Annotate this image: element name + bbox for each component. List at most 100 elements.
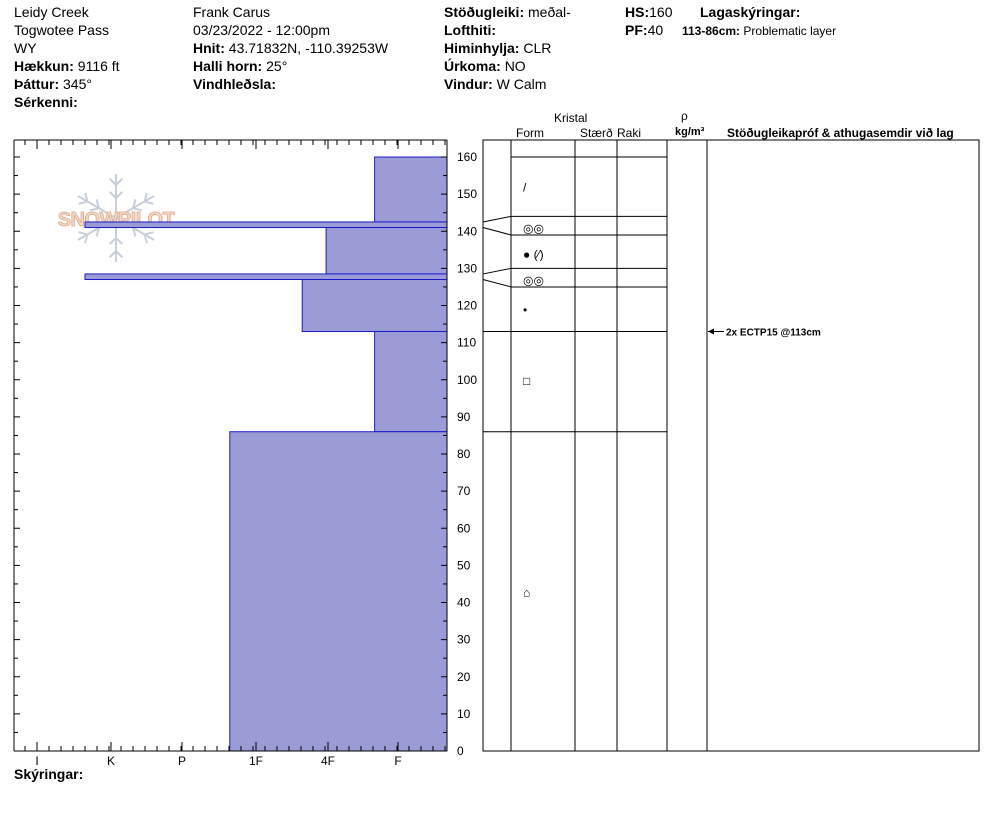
pf-value: 40 <box>647 22 664 38</box>
y-tick-label: 110 <box>457 336 476 350</box>
snowflake-branch <box>95 199 100 209</box>
y-tick-label: 0 <box>457 744 464 758</box>
snowflake-branch <box>115 191 124 199</box>
snowflake-branch <box>78 231 88 236</box>
snowflake-branch <box>108 250 117 259</box>
x-tick-label: P <box>178 754 186 768</box>
y-tick-label: 60 <box>457 521 471 535</box>
y-tick-label: 70 <box>457 484 471 498</box>
crystal-form-symbol: □ <box>523 374 530 388</box>
aspect-value: 345° <box>63 76 92 92</box>
layer-connector <box>482 227 512 236</box>
observer-name: Frank Carus <box>193 4 271 20</box>
stability-test-label: 2x ECTP15 @113cm <box>726 327 821 338</box>
x-tick-label: 1F <box>249 754 263 768</box>
state-name: WY <box>14 40 37 56</box>
snowflake-branch <box>143 234 148 244</box>
coords-label: Hnit: <box>193 40 225 56</box>
sky-row: Himinhylja: CLR <box>444 40 551 56</box>
slope-row: Halli horn: 25° <box>193 58 287 74</box>
snowpilot-logo: SNOWPILOT <box>57 174 175 262</box>
slope-label: Halli horn: <box>193 58 263 74</box>
site-name: Leidy Creek <box>14 4 89 20</box>
crystal-table-frame <box>482 139 980 752</box>
stability-row: Stöðugleiki: meðal- <box>444 4 571 20</box>
sky-value: CLR <box>523 40 552 56</box>
snowflake-branch <box>108 177 117 186</box>
hardness-bar <box>84 221 448 229</box>
crystal-header: Kristal <box>554 111 588 125</box>
moisture-header: Raki <box>617 126 642 140</box>
form-header: Form <box>516 126 544 140</box>
precip-label: Úrkoma: <box>444 58 501 74</box>
aspect-row: Þáttur: 345° <box>14 76 92 92</box>
rho-header: ρ <box>681 109 688 123</box>
crystal-form-symbol: ● (⁄) <box>523 248 544 262</box>
coords-row: Hnit: 43.71832N, -110.39253W <box>193 40 388 56</box>
slope-value: 25° <box>266 58 288 74</box>
x-tick-label: I <box>35 754 38 768</box>
wind-loading-label: Vindhleðsla: <box>193 76 276 92</box>
snowflake-arm <box>115 195 155 219</box>
y-tick-label: 20 <box>457 670 471 684</box>
observation-datetime: 03/23/2022 - 12:00pm <box>193 22 330 38</box>
snowflake-branch <box>108 191 117 199</box>
elevation-row: Hækkun: 9116 ft <box>14 58 120 74</box>
y-tick-label: 30 <box>457 633 471 647</box>
snowflake-branch <box>89 207 100 212</box>
snowflake-arm <box>77 195 117 219</box>
x-tick-label: 4F <box>321 754 335 768</box>
aspect-label: Þáttur: <box>14 76 60 92</box>
hs-value: 160 <box>649 4 673 20</box>
y-tick-label: 80 <box>457 447 471 461</box>
layer-connector <box>482 267 512 275</box>
snowflake-branch <box>115 250 124 259</box>
tests-header: Stöðugleikapróf & athugasemdir við lag <box>727 126 954 140</box>
precip-value: NO <box>504 58 526 74</box>
y-tick-label: 120 <box>457 299 477 313</box>
elevation-label: Hækkun: <box>14 58 74 74</box>
test-pointer-arrow <box>708 328 714 335</box>
snowflake-branch <box>132 207 143 212</box>
hardness-bar <box>84 273 448 281</box>
y-tick-label: 40 <box>457 596 471 610</box>
hardness-bar <box>374 156 448 223</box>
elevation-value: 9116 ft <box>77 58 120 74</box>
crystal-form-symbol: • <box>523 303 527 317</box>
coords-value: 43.71832N, -110.39253W <box>228 40 389 56</box>
y-tick-label: 160 <box>457 150 477 164</box>
snowflake-branch <box>84 192 89 202</box>
hardness-bar <box>374 330 448 433</box>
density-unit-header: kg/m³ <box>675 126 705 138</box>
y-tick-label: 50 <box>457 558 471 572</box>
snowflake-branch <box>143 192 148 202</box>
crystal-form-symbol: ◎◎ <box>523 274 544 288</box>
legend-label: Skýringar: <box>14 766 84 782</box>
layer-notes-label: Lagaskýringar: <box>700 4 801 20</box>
size-header: Stærð <box>580 126 613 140</box>
hs-label: HS: <box>625 4 650 20</box>
stability-value: meðal- <box>528 4 571 20</box>
specifics-label: Sérkenni: <box>14 94 78 110</box>
hs-row: HS:160 <box>625 4 672 20</box>
snowflake-branch <box>95 227 100 237</box>
crystal-form-symbol: / <box>523 181 527 195</box>
wind-row: Vindur: W Calm <box>444 76 546 92</box>
location-name: Togwotee Pass <box>14 22 109 38</box>
snowflake-branch <box>115 177 124 186</box>
snowflake-branch <box>132 199 137 209</box>
x-tick-label: K <box>107 754 115 768</box>
x-tick-label: F <box>394 754 401 768</box>
crystal-form-symbol: ◎◎ <box>523 222 544 236</box>
layer-note: 113-86cm: Problematic layer <box>682 23 836 39</box>
snowflake-branch <box>144 200 154 205</box>
y-tick-label: 130 <box>457 261 477 275</box>
pf-label: PF: <box>625 22 648 38</box>
layer-connector <box>482 215 512 223</box>
wind-label: Vindur: <box>444 76 493 92</box>
hardness-bar <box>325 227 448 275</box>
air-temp-label: Lofthiti: <box>444 22 497 38</box>
precip-row: Úrkoma: NO <box>444 58 526 74</box>
layer-note-range: 113-86cm: <box>682 24 741 38</box>
